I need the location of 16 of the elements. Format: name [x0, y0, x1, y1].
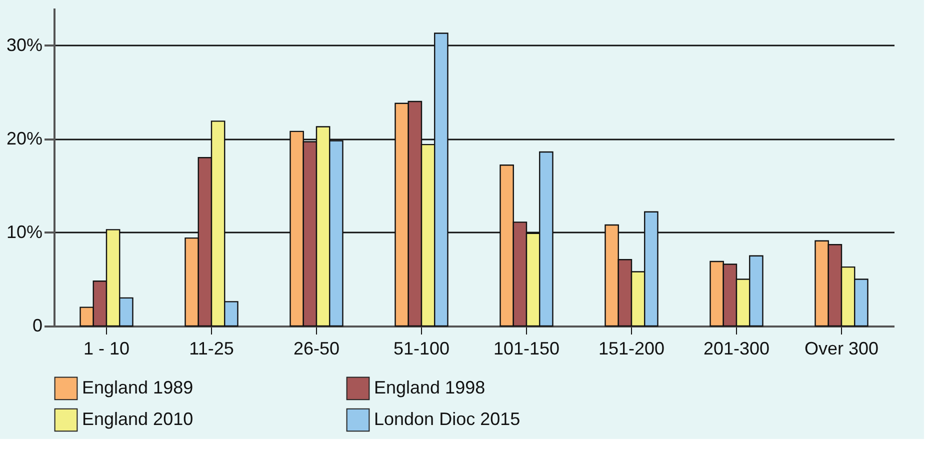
x-tick-label: 201-300 [703, 338, 770, 358]
legend-label: England 2010 [82, 409, 194, 429]
x-tick-label: Over 300 [804, 338, 879, 358]
x-tick-label: 151-200 [598, 338, 665, 358]
x-tick-label: 101-150 [493, 338, 560, 358]
x-tick-label: 1 - 10 [83, 338, 130, 358]
y-tick-label: 10% [6, 222, 42, 242]
legend-label: England 1998 [374, 377, 486, 398]
legend-label: London Dioc 2015 [374, 409, 520, 429]
x-tick-label: 51-100 [393, 338, 450, 358]
x-tick-label: 26-50 [293, 338, 340, 358]
y-tick-label: 30% [6, 34, 42, 55]
y-tick-label: 0 [32, 316, 42, 336]
x-tick-label: 11-25 [189, 338, 234, 358]
legend-label: England 1989 [82, 377, 194, 398]
y-tick-label: 20% [6, 128, 42, 148]
